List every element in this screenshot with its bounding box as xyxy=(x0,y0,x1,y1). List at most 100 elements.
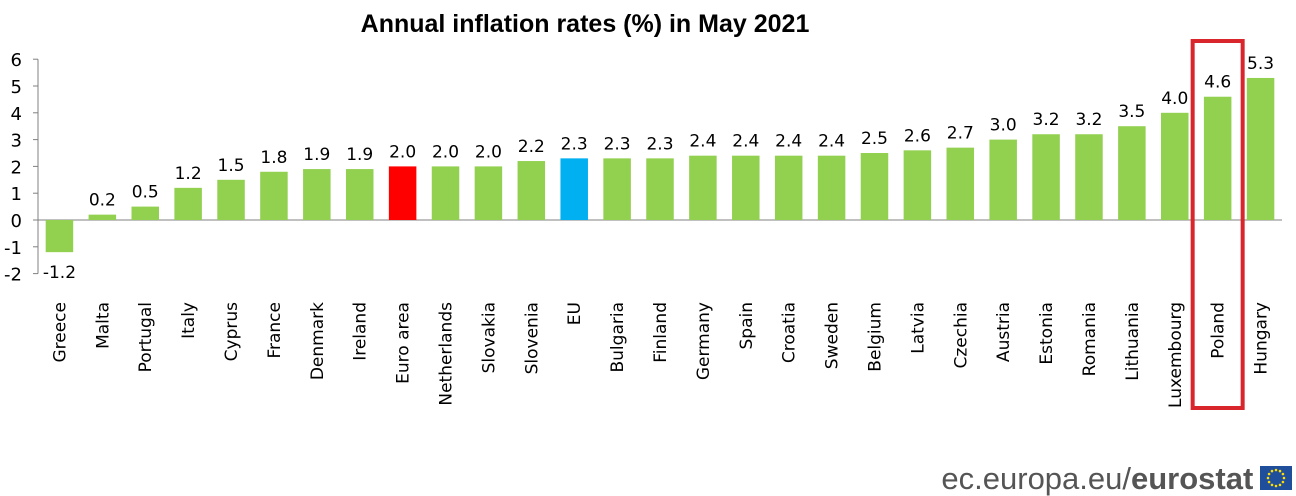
category-label: Poland xyxy=(1209,302,1229,359)
category-label: Latvia xyxy=(908,302,928,354)
data-label: 2.2 xyxy=(518,137,545,157)
y-tick-label: 6 xyxy=(11,50,22,71)
bar xyxy=(560,158,588,220)
data-label: 2.4 xyxy=(818,132,845,152)
category-label: Greece xyxy=(50,302,70,363)
bar xyxy=(1075,134,1103,220)
data-label: 2.0 xyxy=(432,142,459,162)
data-label: 2.4 xyxy=(775,132,802,152)
data-label: 1.8 xyxy=(260,148,287,168)
category-label: France xyxy=(265,302,285,359)
data-label: 2.7 xyxy=(947,124,974,144)
bar xyxy=(1203,96,1232,220)
footer-url: ec.europa.eu/ xyxy=(941,461,1131,496)
y-tick-label: 2 xyxy=(11,157,22,178)
flag-star xyxy=(1278,469,1282,473)
category-label: Luxembourg xyxy=(1166,302,1186,408)
bar xyxy=(260,171,288,220)
data-label: 2.4 xyxy=(732,132,759,152)
bar xyxy=(1118,126,1146,220)
flag-star xyxy=(1267,480,1271,484)
flag-star xyxy=(1274,468,1278,472)
data-label: 1.5 xyxy=(218,156,245,176)
category-label: Netherlands xyxy=(437,302,457,406)
category-labels: Greece Malta Portugal Italy Cyprus France Denm… xyxy=(50,302,1271,408)
data-label: 0.2 xyxy=(89,191,116,211)
flag-star xyxy=(1281,480,1285,484)
eurostat-footer: ec.europa.eu/ eurostat xyxy=(941,461,1292,496)
bar xyxy=(217,179,245,220)
chart-title: Annual inflation rates (%) in May 2021 xyxy=(361,10,810,38)
data-label: 2.6 xyxy=(904,126,931,146)
bar xyxy=(946,147,975,220)
data-label: 3.0 xyxy=(990,116,1017,136)
bar xyxy=(388,166,417,220)
data-label: 2.3 xyxy=(561,134,588,154)
data-label: 5.3 xyxy=(1247,54,1274,74)
bar xyxy=(689,155,717,220)
bar xyxy=(45,220,74,253)
bar xyxy=(345,169,374,220)
category-label: Hungary xyxy=(1252,302,1272,375)
data-label: 2.5 xyxy=(861,129,888,149)
data-label: 3.2 xyxy=(1033,110,1060,130)
y-tick-label: 1 xyxy=(11,184,22,205)
data-label: 2.0 xyxy=(475,142,502,162)
y-tick-label: 3 xyxy=(11,131,22,152)
bar xyxy=(303,169,331,220)
category-label: Sweden xyxy=(823,302,843,369)
bar xyxy=(431,166,460,220)
highlight-box xyxy=(1190,39,1245,410)
category-label: Romania xyxy=(1080,302,1100,376)
category-label: Estonia xyxy=(1037,302,1057,365)
data-label: 3.2 xyxy=(1075,110,1102,130)
data-label: 2.3 xyxy=(646,134,673,154)
bar xyxy=(474,166,503,220)
flag-star xyxy=(1266,476,1270,480)
bar xyxy=(1246,77,1275,221)
category-label: Ireland xyxy=(351,302,371,361)
data-label: -1.2 xyxy=(43,263,76,283)
category-label: EU xyxy=(565,302,585,325)
bar xyxy=(732,155,760,220)
data-label: 3.5 xyxy=(1118,102,1145,122)
data-label: 4.0 xyxy=(1161,89,1188,109)
data-label: 2.0 xyxy=(389,142,416,162)
y-tick-label: -2 xyxy=(4,265,22,286)
flag-star xyxy=(1270,469,1274,473)
category-label: Spain xyxy=(737,302,757,350)
y-tick-label: 0 xyxy=(11,211,22,232)
bar xyxy=(1161,112,1189,220)
value-labels: -1.2 0.2 0.5 1.2 1.5 1.8 1.9 1.9 2.0 2.0 2.0 2.2 2.3… xyxy=(43,54,1274,283)
y-tick-label: 5 xyxy=(11,77,22,98)
flag-star xyxy=(1282,476,1286,480)
category-label: Czechia xyxy=(951,302,971,369)
bar xyxy=(903,150,932,220)
bar xyxy=(517,161,546,220)
data-label: 1.2 xyxy=(175,164,202,184)
bar xyxy=(989,139,1017,220)
data-label: 2.4 xyxy=(689,132,716,152)
category-label: Austria xyxy=(994,302,1014,362)
flag-star xyxy=(1270,483,1274,487)
bar xyxy=(131,206,159,220)
bar xyxy=(88,214,117,220)
footer-brand: eurostat xyxy=(1131,461,1253,496)
data-label: 4.6 xyxy=(1204,73,1231,93)
category-label: Germany xyxy=(694,302,714,380)
data-label: 2.3 xyxy=(604,134,631,154)
flag-star xyxy=(1274,484,1278,488)
eu-flag-icon xyxy=(1260,466,1292,490)
bar xyxy=(1032,134,1060,220)
flag-star xyxy=(1278,483,1282,487)
bar xyxy=(174,187,202,220)
bar xyxy=(603,158,631,220)
flag-star xyxy=(1281,472,1285,476)
category-label: Euro area xyxy=(394,302,414,384)
category-label: Malta xyxy=(93,302,113,349)
bars xyxy=(45,77,1275,253)
category-label: Italy xyxy=(179,302,199,339)
data-label: 0.5 xyxy=(132,183,159,203)
bar xyxy=(646,158,674,220)
